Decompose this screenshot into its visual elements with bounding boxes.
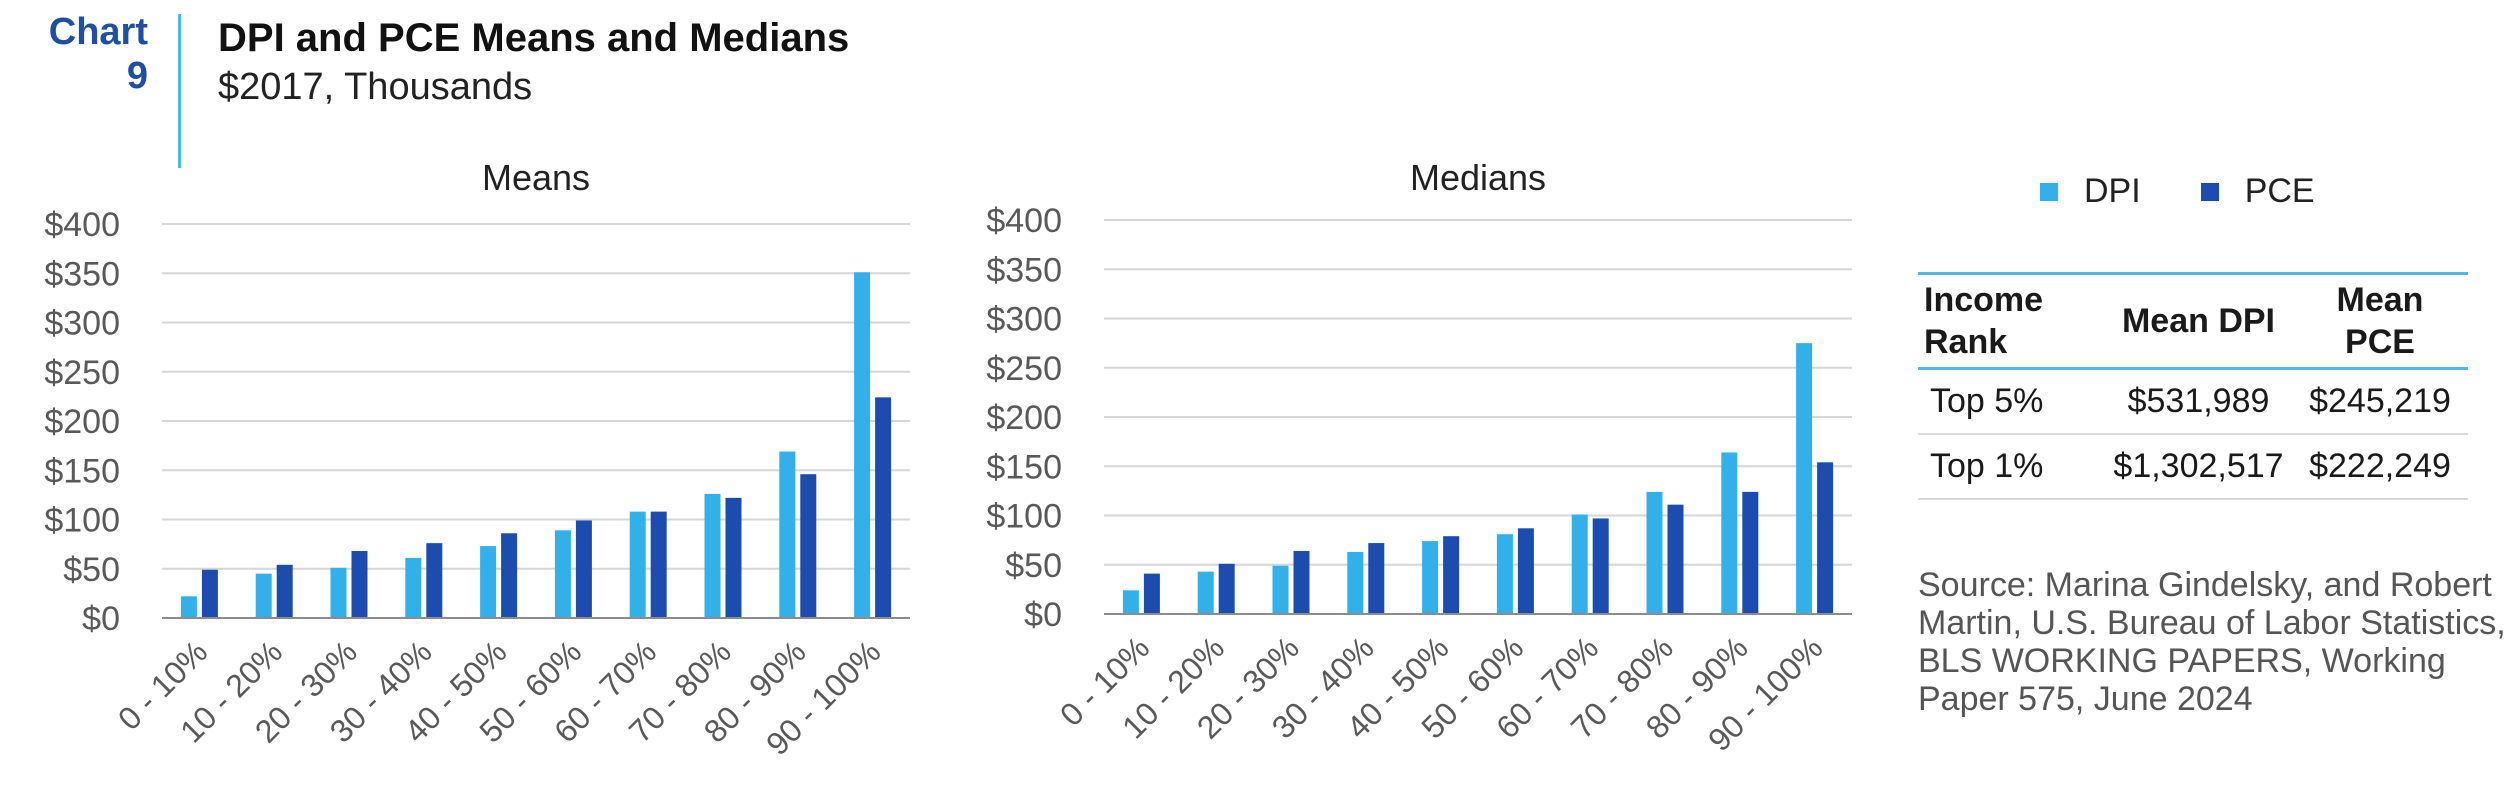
- table-cell-pce: $222,249: [2292, 434, 2468, 500]
- y-tick-label: $350: [986, 251, 1062, 289]
- bar-pce-0-10: [1143, 573, 1160, 614]
- y-tick-label: $150: [44, 452, 120, 490]
- table-header-mean-pce: Mean PCE: [2336, 281, 2424, 361]
- table-row: Top 5% $531,989 $245,219: [1918, 368, 2468, 435]
- y-tick-label: $0: [1024, 596, 1062, 634]
- page-title: DPI and PCE Means and Medians: [218, 16, 850, 60]
- bar-dpi-30-40: [1347, 551, 1364, 614]
- bar-dpi-30-40: [405, 557, 422, 618]
- bar-pce-70-80: [1667, 504, 1684, 614]
- bar-pce-60-70: [650, 511, 667, 618]
- bar-pce-40-50: [1443, 536, 1460, 614]
- y-tick-label: $200: [986, 399, 1062, 437]
- y-tick-label: $300: [44, 305, 120, 343]
- bar-pce-30-40: [1368, 543, 1385, 614]
- bar-pce-10-20: [276, 564, 293, 618]
- bar-pce-20-30: [351, 551, 368, 618]
- legend-label-dpi: DPI: [2084, 172, 2141, 210]
- bar-dpi-60-70: [1571, 514, 1588, 614]
- chart-number: 9: [126, 55, 148, 97]
- table-header-row: Income Rank Mean DPI Mean PCE: [1918, 273, 2468, 369]
- legend-item-dpi: DPI: [2040, 172, 2141, 211]
- legend-item-pce: PCE: [2200, 172, 2315, 211]
- chart-title: Medians: [1410, 157, 1546, 198]
- bar-pce-50-60: [575, 520, 592, 618]
- bar-dpi-50-60: [554, 530, 571, 618]
- bar-dpi-40-50: [1422, 541, 1439, 614]
- table-cell-dpi: $1,302,517: [2105, 434, 2292, 500]
- chart-tag: Chart 9: [20, 10, 148, 98]
- legend-label-pce: PCE: [2244, 172, 2315, 210]
- bar-dpi-60-70: [629, 511, 646, 618]
- bar-dpi-80-90: [779, 451, 796, 618]
- y-tick-label: $0: [82, 600, 120, 638]
- bar-dpi-40-50: [480, 546, 497, 618]
- table-cell-rank: Top 5%: [1918, 368, 2105, 435]
- table-row: Top 1% $1,302,517 $222,249: [1918, 434, 2468, 500]
- y-tick-label: $300: [986, 301, 1062, 339]
- bar-pce-90-100: [1817, 462, 1834, 614]
- bar-dpi-20-30: [330, 567, 347, 618]
- bar-dpi-10-20: [255, 573, 272, 618]
- bar-dpi-70-80: [704, 493, 721, 618]
- header-divider: [178, 14, 181, 168]
- table-header-mean-dpi: Mean DPI: [2121, 302, 2276, 340]
- bar-pce-40-50: [501, 533, 518, 618]
- bar-dpi-80-90: [1721, 452, 1738, 614]
- bar-pce-10-20: [1218, 563, 1235, 614]
- chart-label: Chart: [48, 11, 148, 53]
- page-subtitle: $2017, Thousands: [218, 66, 533, 108]
- y-tick-label: $250: [986, 350, 1062, 388]
- y-tick-label: $100: [44, 502, 120, 540]
- bar-pce-0-10: [201, 569, 218, 618]
- chart-title: Means: [482, 157, 590, 198]
- y-tick-label: $150: [986, 448, 1062, 486]
- bar-pce-30-40: [426, 543, 443, 618]
- bar-dpi-70-80: [1646, 491, 1663, 614]
- bar-dpi-90-100: [1796, 343, 1813, 614]
- bar-pce-80-90: [1742, 491, 1759, 614]
- bar-dpi-0-10: [180, 596, 197, 618]
- bar-pce-80-90: [800, 474, 817, 618]
- legend-swatch-dpi: [2040, 182, 2058, 201]
- y-tick-label: $100: [986, 498, 1062, 536]
- bar-dpi-50-60: [1496, 534, 1513, 614]
- bar-pce-50-60: [1517, 528, 1534, 614]
- bar-pce-70-80: [725, 497, 742, 618]
- bar-dpi-20-30: [1272, 565, 1289, 614]
- y-tick-label: $50: [1005, 547, 1062, 585]
- table-cell-pce: $245,219: [2292, 368, 2468, 435]
- bar-dpi-10-20: [1197, 571, 1214, 614]
- source-note: Source: Marina Gindelsky, and Robert Mar…: [1918, 566, 2506, 718]
- bar-pce-90-100: [875, 397, 892, 618]
- y-tick-label: $350: [44, 255, 120, 293]
- medians-chart: Medians $0 $50 $100 $150 $200 $250 $300 $350 $400…: [986, 157, 1852, 758]
- y-tick-label: $400: [986, 202, 1062, 240]
- bar-pce-20-30: [1293, 550, 1310, 614]
- table-cell-dpi: $531,989: [2105, 368, 2292, 435]
- y-tick-label: $200: [44, 403, 120, 441]
- y-tick-label: $400: [44, 206, 120, 244]
- top-income-table: Income Rank Mean DPI Mean PCE Top 5% $53…: [1918, 272, 2468, 500]
- table-cell-rank: Top 1%: [1918, 434, 2105, 500]
- legend: DPI PCE: [2040, 172, 2315, 211]
- bar-dpi-90-100: [854, 272, 871, 618]
- bar-dpi-0-10: [1122, 590, 1139, 614]
- means-chart: Means$0$50$100$150$200$250$300$350$4000 …: [44, 157, 910, 762]
- bar-pce-60-70: [1592, 518, 1609, 614]
- y-tick-label: $50: [63, 551, 120, 589]
- table-header-income-rank: Income Rank: [1924, 281, 2044, 361]
- y-tick-label: $250: [44, 354, 120, 392]
- legend-swatch-pce: [2200, 182, 2219, 201]
